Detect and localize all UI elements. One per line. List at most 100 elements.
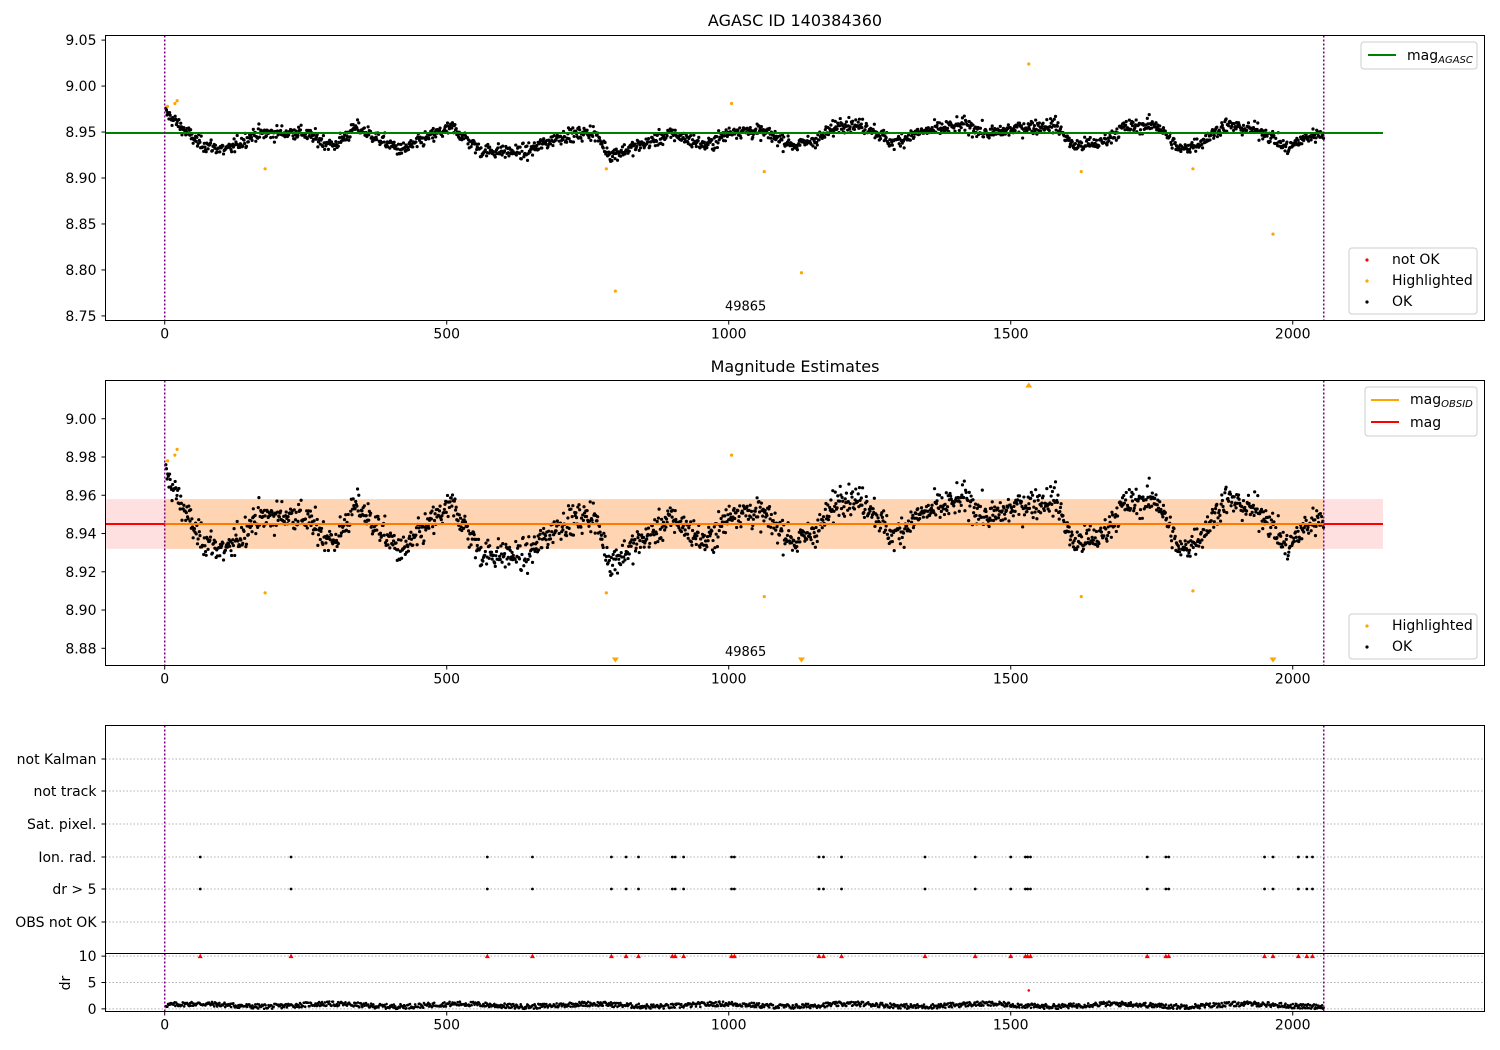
flag-row-label-4: dr > 5 <box>52 882 96 898</box>
ok-point <box>860 117 865 121</box>
dr-point <box>637 1002 641 1006</box>
ok-point <box>312 133 316 137</box>
ok-point <box>672 139 677 143</box>
ok-point <box>591 124 595 129</box>
dr-point <box>635 1003 638 1007</box>
ok-point <box>190 517 194 521</box>
ok-point <box>333 147 337 151</box>
ok-point <box>400 556 404 560</box>
dr-point <box>903 1005 907 1009</box>
ok-point <box>1313 518 1317 522</box>
ok-point <box>521 535 525 540</box>
ok-point <box>566 516 570 520</box>
ok-point <box>749 128 754 133</box>
ok-point <box>815 140 819 145</box>
ok-point <box>897 142 901 146</box>
highlighted-point <box>729 453 734 457</box>
ion-rad-flag-point <box>1145 855 1149 859</box>
ok-point <box>1047 128 1051 133</box>
ok-point <box>1315 509 1319 513</box>
ok-point <box>234 533 238 537</box>
ok-point <box>1179 542 1184 546</box>
agasc-magnitude-panel: AGASC ID 140384360 49865 8.758.808.858.9… <box>65 11 1485 343</box>
ok-point <box>1218 519 1223 523</box>
ok-point <box>548 142 553 146</box>
ok-point <box>1264 509 1268 513</box>
ok-point <box>638 143 642 147</box>
ok-point <box>250 530 254 534</box>
ok-point <box>580 139 584 143</box>
dr-gt-5-flag-point <box>485 887 489 891</box>
ok-point <box>723 139 728 143</box>
ok-point <box>1212 525 1216 529</box>
dr-point <box>577 1004 580 1008</box>
ok-point <box>635 542 639 546</box>
ok-point <box>601 545 605 550</box>
p1-xtick-label-0: 0 <box>160 327 169 343</box>
ok-point <box>321 144 325 149</box>
ok-point <box>1138 128 1143 132</box>
ok-point <box>795 148 800 152</box>
legend-mag-label: mag <box>1410 415 1441 431</box>
ok-point <box>593 139 597 143</box>
ok-point <box>284 510 288 514</box>
ok-point <box>479 545 483 549</box>
ok-point <box>1112 136 1117 140</box>
ok-point <box>987 524 991 529</box>
ok-point <box>943 502 947 506</box>
ok-point <box>523 557 527 561</box>
ok-point <box>912 135 916 139</box>
ok-point <box>1256 121 1260 125</box>
ok-point <box>472 533 476 537</box>
p1-xtick-label-1000: 1000 <box>711 327 747 343</box>
legend-ok-marker-2 <box>1365 645 1369 649</box>
ok-point <box>1261 137 1265 141</box>
p1-xtick-label-2000: 2000 <box>1275 327 1311 343</box>
ok-point <box>446 514 450 519</box>
ion-rad-flag-point <box>1263 855 1266 859</box>
ok-point <box>1272 133 1276 138</box>
ok-point <box>785 143 789 147</box>
ok-point <box>1276 514 1280 518</box>
ok-point <box>173 114 177 118</box>
ok-point <box>847 482 851 486</box>
ok-point <box>450 126 454 130</box>
ok-point <box>394 541 398 545</box>
ok-point <box>1169 539 1174 543</box>
ok-point <box>409 142 414 146</box>
ok-point <box>755 496 759 500</box>
ok-point <box>1124 490 1128 495</box>
ok-point <box>416 516 420 520</box>
ok-point <box>1090 535 1094 539</box>
ok-point <box>249 135 254 140</box>
panel-3-frame <box>105 725 1485 954</box>
ok-point <box>180 518 184 522</box>
ok-point <box>1285 533 1289 538</box>
ok-point <box>431 525 435 529</box>
ok-point <box>221 541 225 545</box>
dr-point <box>331 1000 335 1003</box>
ok-point <box>502 552 507 556</box>
ok-point <box>206 147 210 151</box>
ok-point <box>749 509 754 513</box>
ok-point <box>167 472 172 476</box>
ok-point <box>1241 123 1246 127</box>
ok-point <box>637 148 641 152</box>
ok-point <box>589 138 593 142</box>
ok-point <box>274 135 278 139</box>
ok-point <box>1057 517 1061 521</box>
dr-point <box>364 1001 368 1005</box>
dr-point <box>385 1002 388 1006</box>
ok-point <box>385 538 389 543</box>
ok-point <box>230 553 234 558</box>
ok-point <box>440 514 444 518</box>
ok-point <box>209 138 213 142</box>
ok-point <box>314 527 318 532</box>
ok-point <box>351 122 355 127</box>
ok-point <box>411 145 415 149</box>
ok-point <box>462 526 466 530</box>
ok-point <box>208 538 212 542</box>
ok-point <box>522 564 526 568</box>
ok-point <box>204 553 208 557</box>
